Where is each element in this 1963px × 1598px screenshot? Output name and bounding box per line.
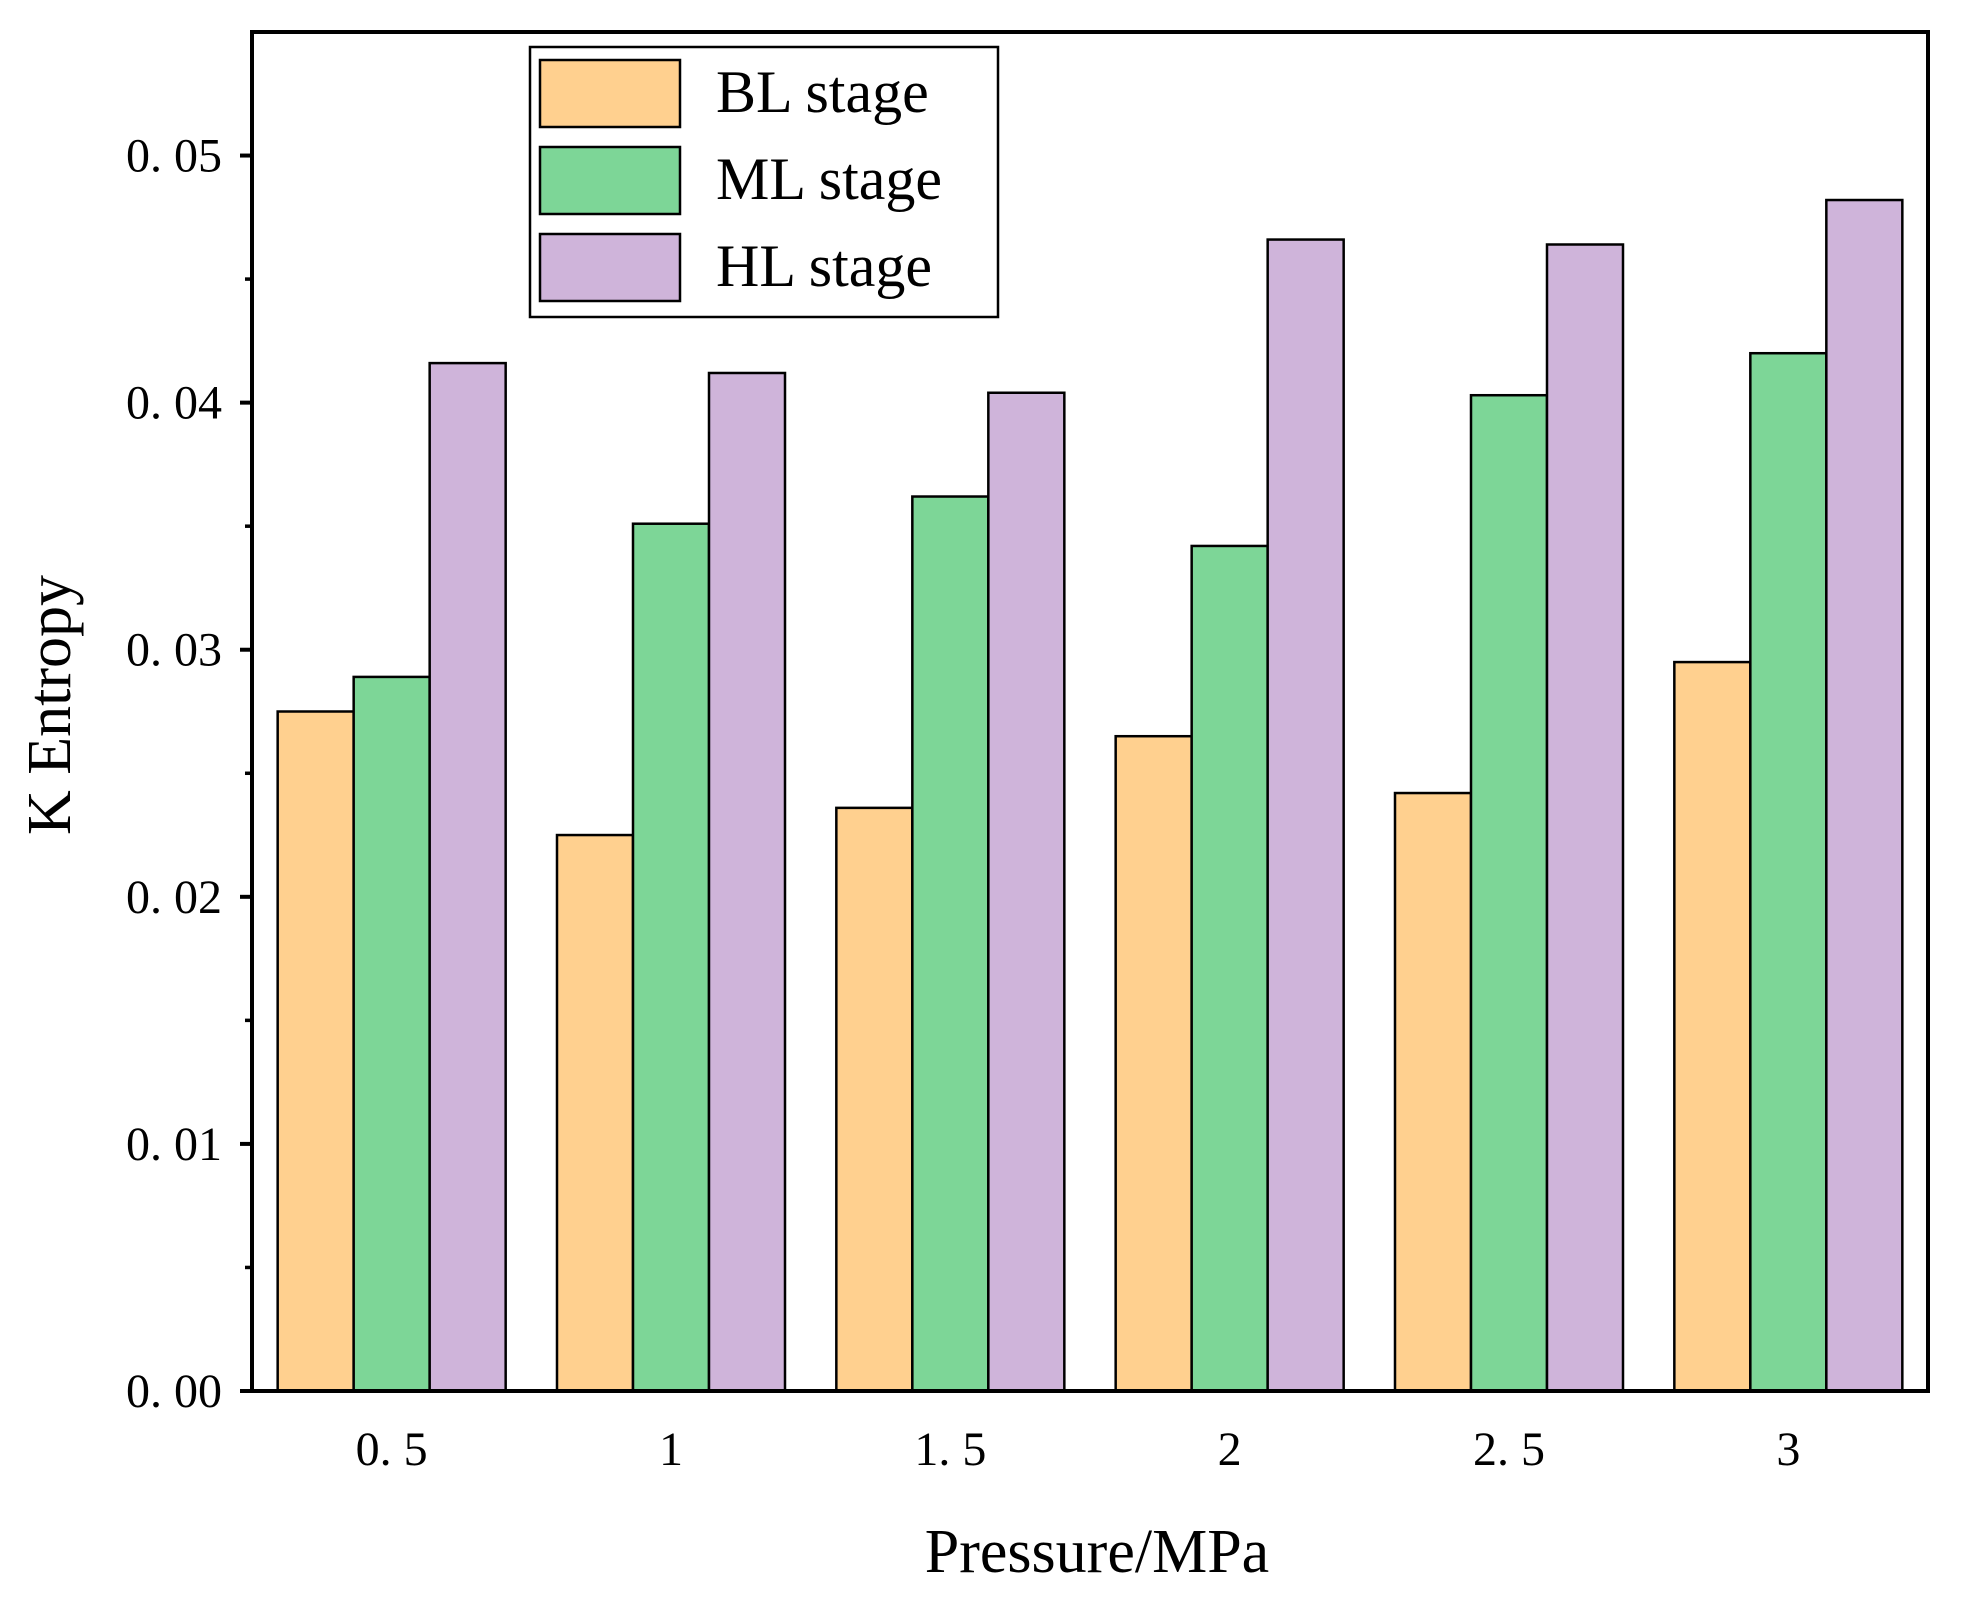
bar-hl-stage-1.5 (987, 391, 1066, 1393)
y-tick-label: 0. 00 (126, 1365, 222, 1418)
x-tick-label: 3 (1776, 1423, 1800, 1476)
bar-hl-stage-3 (1825, 198, 1904, 1393)
y-tick-label: 0. 02 (126, 871, 222, 924)
y-tick-label: 0. 05 (126, 130, 222, 183)
bar-ml-stage-3 (1749, 351, 1828, 1393)
legend-label-ml-stage: ML stage (716, 146, 942, 212)
bar-bl-stage-2.5 (1393, 791, 1473, 1393)
bar-hl-stage-2.5 (1545, 243, 1625, 1393)
bar-hl-stage-0.5 (428, 361, 507, 1393)
bar-ml-stage-0.5 (352, 675, 431, 1393)
bar-bl-stage-1 (555, 833, 635, 1393)
x-tick-label: 1 (659, 1423, 683, 1476)
legend-swatch-hl-stage (538, 232, 682, 303)
x-tick-label: 2. 5 (1473, 1423, 1545, 1476)
legend-label-hl-stage: HL stage (716, 233, 932, 299)
bar-hl-stage-2 (1266, 238, 1345, 1393)
legend: BL stage ML stage HL stage (528, 45, 1000, 319)
bar-ml-stage-1 (631, 522, 711, 1393)
bar-bl-stage-2 (1114, 734, 1193, 1393)
bar-bl-stage-3 (1673, 660, 1752, 1393)
x-axis-title: Pressure/MPa (925, 1518, 1269, 1586)
bar-ml-stage-1.5 (911, 495, 990, 1393)
bar-hl-stage-1 (707, 371, 787, 1393)
bars-layer (276, 198, 1904, 1393)
y-axis: 0. 00 0. 01 0. 02 0. 03 0. 04 0. 05 (126, 130, 252, 1418)
x-tick-label: 2 (1218, 1423, 1242, 1476)
y-tick-label: 0. 03 (126, 624, 222, 677)
bar-bl-stage-0.5 (276, 710, 355, 1393)
x-axis: 0. 5 1 1. 5 2 2. 5 3 (356, 1423, 1801, 1476)
plot-frame (250, 30, 1930, 1393)
legend-label-bl-stage: BL stage (716, 59, 929, 125)
x-tick-label: 0. 5 (356, 1423, 428, 1476)
y-tick-label: 0. 04 (126, 377, 222, 430)
legend-swatch-ml-stage (538, 145, 682, 216)
bar-ml-stage-2 (1190, 544, 1269, 1393)
x-tick-label: 1. 5 (914, 1423, 986, 1476)
bar-ml-stage-2.5 (1469, 393, 1549, 1393)
y-axis-title: K Entropy (16, 575, 84, 835)
legend-swatch-bl-stage (538, 58, 682, 129)
y-tick-label: 0. 01 (126, 1118, 222, 1171)
bar-bl-stage-1.5 (835, 806, 914, 1393)
